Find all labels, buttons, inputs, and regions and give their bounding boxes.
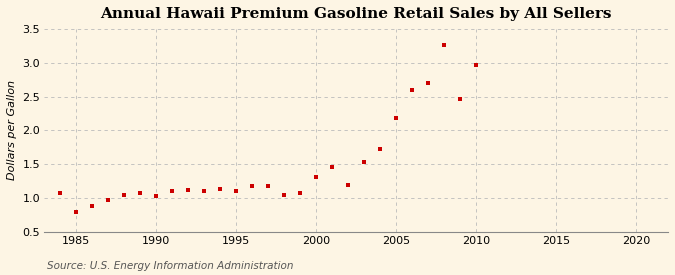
Title: Annual Hawaii Premium Gasoline Retail Sales by All Sellers: Annual Hawaii Premium Gasoline Retail Sa… (101, 7, 612, 21)
Text: Source: U.S. Energy Information Administration: Source: U.S. Energy Information Administ… (47, 261, 294, 271)
Y-axis label: Dollars per Gallon: Dollars per Gallon (7, 81, 17, 180)
